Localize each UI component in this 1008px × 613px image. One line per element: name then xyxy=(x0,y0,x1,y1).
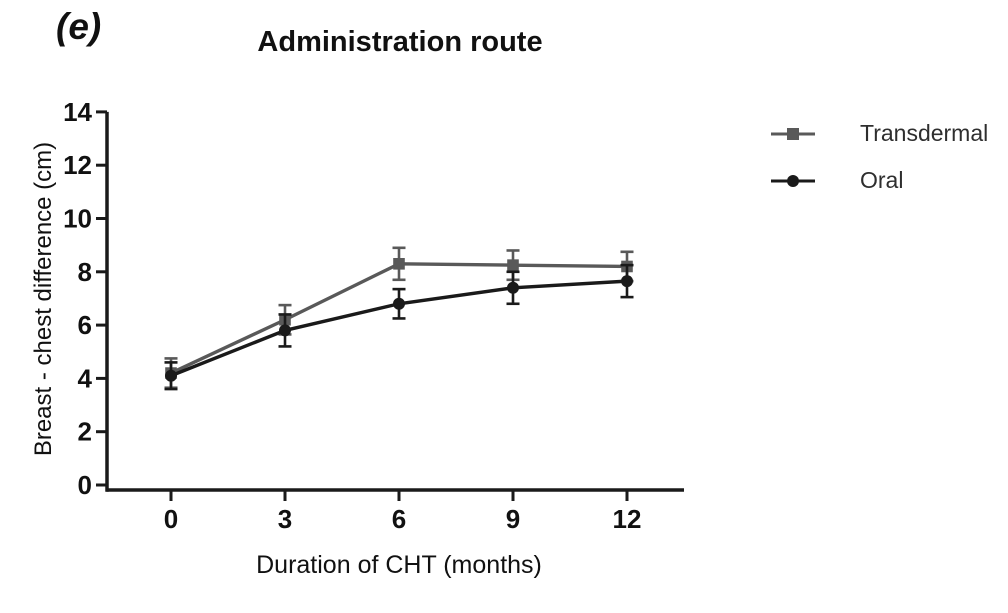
x-tick-label: 3 xyxy=(278,504,292,534)
x-tick-label: 6 xyxy=(392,504,406,534)
marker-oral xyxy=(165,369,177,382)
marker-transdermal xyxy=(507,259,519,271)
x-tick-label: 9 xyxy=(506,504,520,534)
legend-row-transdermal: Transdermal xyxy=(770,120,988,147)
marker-transdermal xyxy=(393,258,405,270)
y-tick-label: 6 xyxy=(78,310,92,340)
legend: Transdermal Oral xyxy=(770,120,988,194)
transdermal-marker-icon xyxy=(771,127,815,140)
y-tick-label: 14 xyxy=(63,97,92,127)
x-axis-title: Duration of CHT (months) xyxy=(256,551,542,579)
legend-marker-square xyxy=(787,127,799,140)
legend-label-transdermal: Transdermal xyxy=(860,120,989,146)
y-tick-label: 4 xyxy=(78,363,93,393)
y-tick-label: 8 xyxy=(78,257,92,287)
chart-title: Administration route xyxy=(257,26,543,58)
marker-oral xyxy=(507,281,519,294)
y-tick-label: 12 xyxy=(63,150,92,180)
y-tick-label: 10 xyxy=(63,204,92,234)
marker-oral xyxy=(279,324,291,337)
y-tick-label: 0 xyxy=(78,470,92,500)
y-tick-label: 2 xyxy=(78,417,92,447)
legend-label-oral: Oral xyxy=(860,167,904,193)
y-axis-title: Breast - chest difference (cm) xyxy=(30,141,57,457)
oral-marker-icon xyxy=(771,174,815,187)
panel-label: (e) xyxy=(56,6,102,47)
marker-oral xyxy=(621,275,633,288)
legend-row-oral: Oral xyxy=(770,167,988,194)
legend-marker-circle xyxy=(787,174,799,187)
x-tick-label: 12 xyxy=(613,504,642,534)
x-tick-label: 0 xyxy=(164,504,178,534)
marker-oral xyxy=(393,297,405,310)
